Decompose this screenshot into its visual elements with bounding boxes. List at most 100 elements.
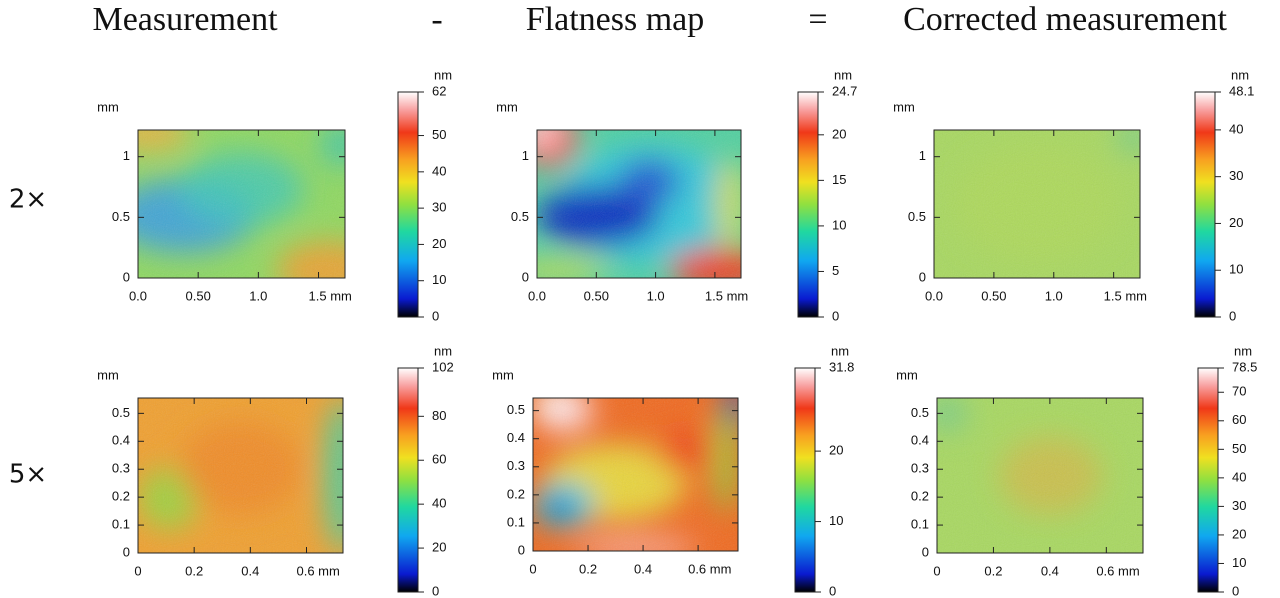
heatmap-noise (537, 130, 741, 278)
colorbar-tick-label: 30 (1229, 168, 1243, 183)
x-tick-label: 0.2 (579, 561, 597, 576)
y-axis-label: mm (97, 367, 119, 382)
y-tick-label: 0.5 (507, 402, 525, 417)
x-tick-label: 0.2 (984, 563, 1002, 578)
y-tick-label: 0 (922, 544, 929, 559)
colorbar (397, 367, 419, 593)
x-tick-label: 0.4 (241, 563, 259, 578)
x-tick-label: 0.6 mm (1096, 563, 1139, 578)
colorbar-label: nm (1234, 343, 1252, 358)
colorbar-tick-label: 24.7 (832, 83, 857, 98)
y-tick-label: 0.1 (112, 517, 130, 532)
y-tick-label: 0.2 (911, 489, 929, 504)
y-tick-label: 0.2 (112, 489, 130, 504)
colorbar-tick-label: 30 (432, 200, 446, 215)
heatmap-image (138, 130, 345, 278)
heatmap-image (934, 130, 1140, 278)
y-tick-label: 0 (522, 269, 529, 284)
heatmap-image (537, 130, 741, 278)
heatmap-noise (934, 130, 1140, 278)
colorbar-tick-label: 78.5 (1232, 359, 1257, 374)
colorbar-label: nm (1231, 67, 1249, 82)
heatmap-image (937, 398, 1143, 553)
x-tick-label: 0.50 (584, 288, 609, 303)
x-tick-label: 1.0 (1045, 288, 1063, 303)
y-tick-label: 0 (123, 269, 130, 284)
heatmap-noise (533, 398, 738, 551)
colorbar-tick-label: 60 (1232, 412, 1246, 427)
colorbar (1194, 91, 1216, 318)
y-axis-label: mm (893, 99, 915, 114)
colorbar-tick-label: 102 (432, 359, 454, 374)
colorbar-tick-label: 50 (1232, 441, 1246, 456)
y-tick-label: 0.1 (507, 514, 525, 529)
plot-frame (936, 397, 1144, 554)
y-tick-label: 0.5 (112, 405, 130, 420)
colorbar (397, 91, 419, 318)
plot-frame (933, 129, 1141, 279)
colorbar-tick-label: 5 (832, 263, 839, 278)
heatmap-noise (937, 398, 1143, 553)
x-tick-label: 0.6 mm (688, 561, 731, 576)
colorbar-tick-label: 60 (432, 452, 446, 467)
colorbar-tick-label: 40 (1232, 469, 1246, 484)
x-tick-label: 0.50 (186, 288, 211, 303)
y-tick-label: 0 (123, 544, 130, 559)
colorbar-tick-label: 31.8 (829, 359, 854, 374)
plot-frame (532, 397, 739, 552)
x-tick-label: 1.5 mm (309, 288, 352, 303)
y-tick-label: 0.4 (911, 433, 929, 448)
y-tick-label: 1 (522, 148, 529, 163)
x-tick-label: 0 (933, 563, 940, 578)
row-label: 5× (9, 460, 47, 490)
y-tick-label: 1 (123, 148, 130, 163)
y-tick-label: 0 (919, 269, 926, 284)
y-axis-label: mm (496, 99, 518, 114)
colorbar-tick-label: 10 (832, 217, 846, 232)
heatmap-image (138, 398, 343, 553)
y-tick-label: 0.2 (507, 486, 525, 501)
colorbar-label: nm (834, 67, 852, 82)
colorbar-tick-label: 40 (1229, 121, 1243, 136)
x-tick-label: 1.0 (647, 288, 665, 303)
colorbar-tick-label: 20 (1229, 215, 1243, 230)
y-tick-label: 0.4 (112, 433, 130, 448)
x-tick-label: 1.0 (249, 288, 267, 303)
colorbar-tick-label: 20 (829, 443, 843, 458)
colorbar-tick-label: 48.1 (1229, 83, 1254, 98)
x-tick-label: 0.4 (1041, 563, 1059, 578)
colorbar-tick-label: 0 (829, 583, 836, 598)
y-tick-label: 0.5 (511, 209, 529, 224)
colorbar-tick-label: 10 (432, 272, 446, 287)
y-tick-label: 0.3 (911, 461, 929, 476)
y-axis-label: mm (896, 367, 918, 382)
column-title: Corrected measurement (903, 1, 1227, 38)
colorbar-tick-label: 0 (432, 308, 439, 323)
colorbar-tick-label: 10 (1229, 262, 1243, 277)
x-tick-label: 1.5 mm (705, 288, 748, 303)
y-tick-label: 0.5 (112, 209, 130, 224)
plot-frame (137, 129, 346, 279)
operator: - (431, 1, 442, 38)
colorbar (1197, 367, 1219, 593)
colorbar (797, 91, 819, 318)
colorbar-tick-label: 0 (832, 308, 839, 323)
y-tick-label: 0 (518, 542, 525, 557)
x-tick-label: 0.6 mm (296, 563, 339, 578)
colorbar-tick-label: 20 (432, 236, 446, 251)
colorbar-tick-label: 0 (1229, 308, 1236, 323)
colorbar-tick-label: 80 (432, 408, 446, 423)
plot-frame (137, 397, 344, 554)
x-tick-label: 0 (134, 563, 141, 578)
colorbar (794, 367, 816, 593)
colorbar-tick-label: 70 (1232, 384, 1246, 399)
heatmap-image (533, 398, 738, 551)
plot-frame (536, 129, 742, 279)
x-tick-label: 0 (529, 561, 536, 576)
x-tick-label: 0.50 (981, 288, 1006, 303)
column-title: Measurement (92, 1, 278, 38)
colorbar-tick-label: 50 (432, 127, 446, 142)
colorbar-label: nm (434, 67, 452, 82)
colorbar-tick-label: 20 (832, 126, 846, 141)
colorbar-tick-label: 62 (432, 83, 446, 98)
